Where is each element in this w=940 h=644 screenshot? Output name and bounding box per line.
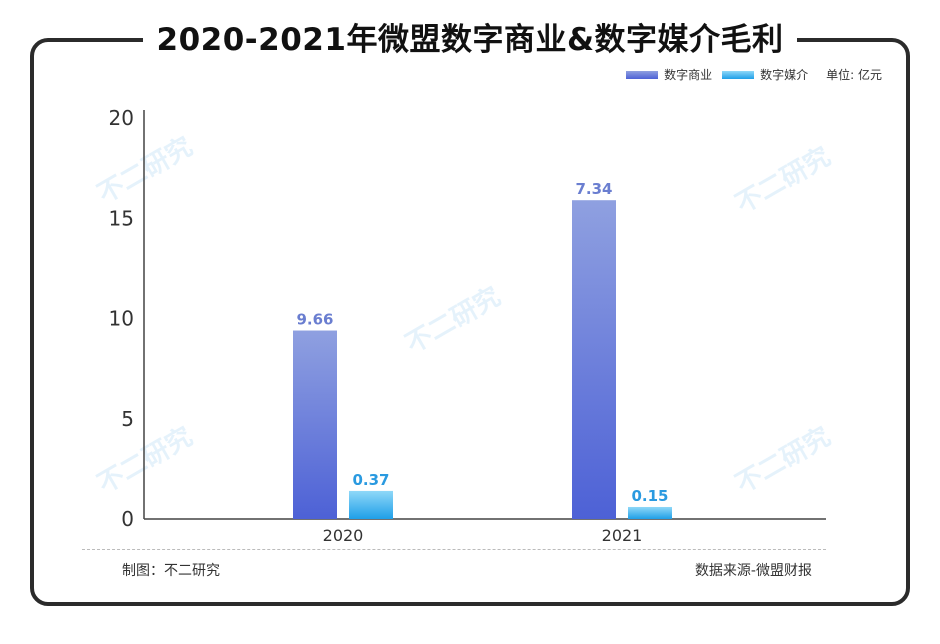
bars [293,200,672,519]
bar-media-2020 [349,490,393,519]
footer-source: 数据来源-微盟财报 [694,563,812,579]
data-label-media-2020: 0.37 [352,471,389,489]
y-tick-label-10: 10 [109,307,134,331]
y-tick-label-15: 15 [109,206,134,230]
bar-media-2021 [628,506,672,519]
data-label-commerce-2020: 9.66 [296,311,333,329]
bar-commerce-2021 [572,200,616,519]
footer-credit: 制图：不二研究 [122,563,220,579]
data-labels: 9.66 0.37 7.34 0.15 [296,180,668,505]
x-tick-label-2021: 2021 [602,526,643,545]
legend-item-commerce: 数字商业 [626,66,712,83]
footer-divider [82,549,826,550]
y-tick-label-20: 20 [109,106,134,130]
legend: 数字商业 数字媒介 单位: 亿元 [616,66,882,83]
title-wrap: 2020-2021年微盟数字商业&数字媒介毛利 [0,14,940,59]
chart-title: 2020-2021年微盟数字商业&数字媒介毛利 [142,14,798,59]
data-label-media-2021: 0.15 [631,487,668,505]
legend-swatch-commerce [626,70,659,79]
legend-unit: 单位: 亿元 [826,68,882,82]
bar-commerce-2020 [293,330,337,519]
legend-swatch-media [722,70,755,79]
legend-label-commerce: 数字商业 [664,68,713,82]
x-tick-label-2020: 2020 [323,526,364,545]
legend-item-media: 数字媒介 [722,66,808,83]
data-label-commerce-2021: 7.34 [575,180,612,198]
legend-label-media: 数字媒介 [760,68,809,82]
y-tick-label-5: 5 [121,407,134,431]
y-tick-label-0: 0 [121,507,134,531]
